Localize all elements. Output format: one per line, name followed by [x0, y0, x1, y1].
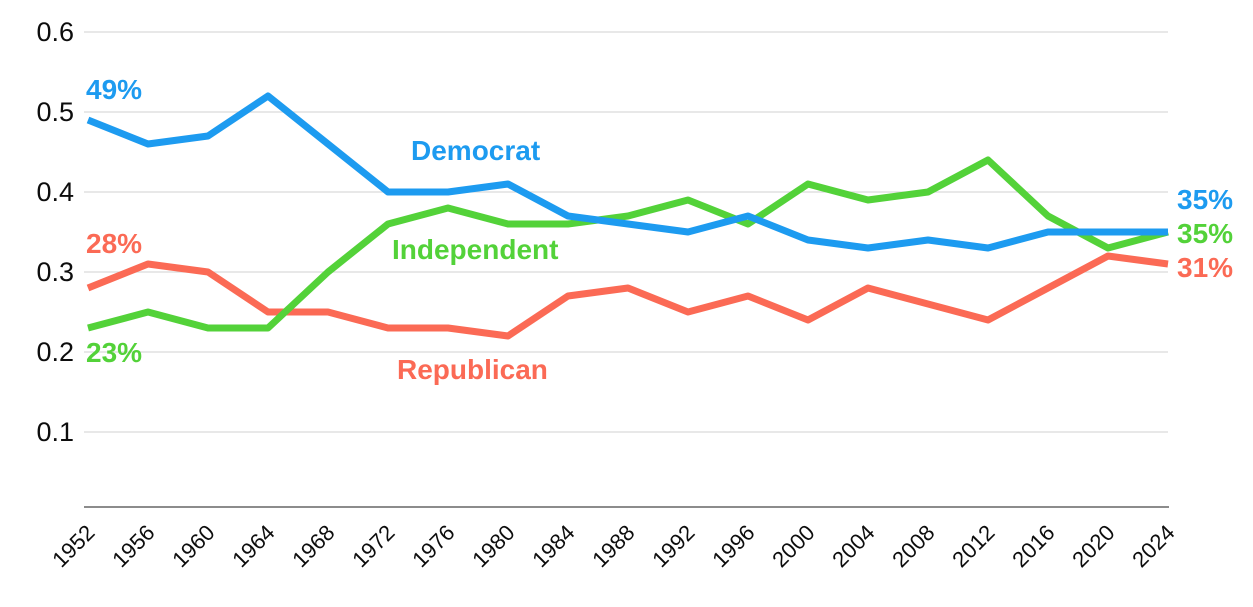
y-axis-tick-label: 0.6 [36, 17, 74, 47]
x-axis-tick-label: 1992 [647, 520, 699, 572]
series-label-republican: Republican [397, 354, 548, 385]
series-line-republican [86, 252, 1169, 340]
x-axis-tick-label: 2012 [947, 520, 999, 572]
x-axis-tick-label: 1960 [167, 520, 219, 572]
x-axis-tick-label: 1984 [527, 520, 579, 572]
series-label-independent: Independent [392, 234, 559, 265]
annotation-republican-end-value: 31% [1177, 252, 1234, 283]
x-axis-tick-label: 2008 [887, 520, 939, 572]
x-axis-tick-label: 2016 [1007, 520, 1059, 572]
annotation-democrat-start-value: 49% [86, 74, 143, 105]
series-line-democrat [86, 92, 1168, 252]
x-axis-tick-label: 1980 [467, 520, 519, 572]
series-line-independent [87, 156, 1169, 332]
y-axis-tick-label: 0.4 [36, 177, 74, 207]
annotation-republican-start-value: 28% [86, 228, 143, 259]
x-axis-tick-label: 2000 [767, 520, 819, 572]
x-axis-tick-label: 2024 [1127, 520, 1179, 572]
x-axis-tick-label: 1964 [227, 520, 279, 572]
x-axis-tick-label: 1968 [287, 520, 339, 572]
series-label-democrat: Democrat [411, 135, 541, 166]
y-axis-tick-label: 0.1 [36, 417, 74, 447]
x-axis-tick-label: 1988 [587, 520, 639, 572]
x-axis-tick-label: 1996 [707, 520, 759, 572]
annotation-independent-end-value: 35% [1177, 218, 1234, 249]
annotation-independent-start-value: 23% [86, 337, 143, 368]
x-axis-tick-label: 2004 [827, 520, 879, 572]
x-axis-tick-label: 1956 [107, 520, 159, 572]
x-axis-tick-label: 1972 [347, 520, 399, 572]
x-axis-tick-label: 2020 [1067, 520, 1119, 572]
y-axis-tick-label: 0.3 [36, 257, 74, 287]
x-axis-tick-label: 1952 [47, 520, 99, 572]
x-axis-tick-label: 1976 [407, 520, 459, 572]
y-axis-tick-label: 0.2 [36, 337, 74, 367]
y-axis-tick-label: 0.5 [36, 97, 74, 127]
annotation-democrat-end-value: 35% [1177, 184, 1234, 215]
